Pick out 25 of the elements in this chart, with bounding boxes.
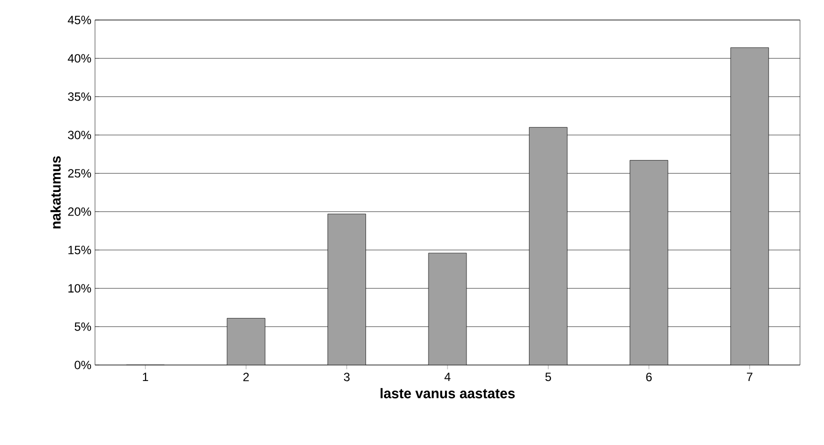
y-tick-label: 30% [68,130,92,140]
y-tick-label: 25% [68,169,92,178]
x-tick-label: 2 [243,372,249,382]
y-tick-label: 40% [68,54,92,63]
y-tick-label: 10% [68,284,92,293]
x-tick-label: 1 [142,372,148,381]
y-tick-label: 15% [68,246,92,254]
y-tick-label: 5% [74,322,92,331]
y-axis-title: nakatumus [50,156,61,228]
y-tick-label: 35% [68,92,92,101]
bar [630,160,668,365]
x-tick-label: 6 [646,372,652,382]
bar [226,318,266,365]
bar [428,252,467,365]
bar [730,47,769,365]
x-tick-label: 7 [746,372,752,381]
y-tick-label: 0% [74,360,92,370]
x-axis-title: laste vanus aastates [380,388,515,398]
y-tick-label: 45% [68,16,92,24]
x-tick-label: 3 [344,372,350,382]
x-tick-label: 5 [545,372,552,382]
x-tick-label: 4 [444,372,450,381]
bar [529,127,568,365]
bar [328,214,366,365]
y-tick-label: 20% [68,207,92,216]
